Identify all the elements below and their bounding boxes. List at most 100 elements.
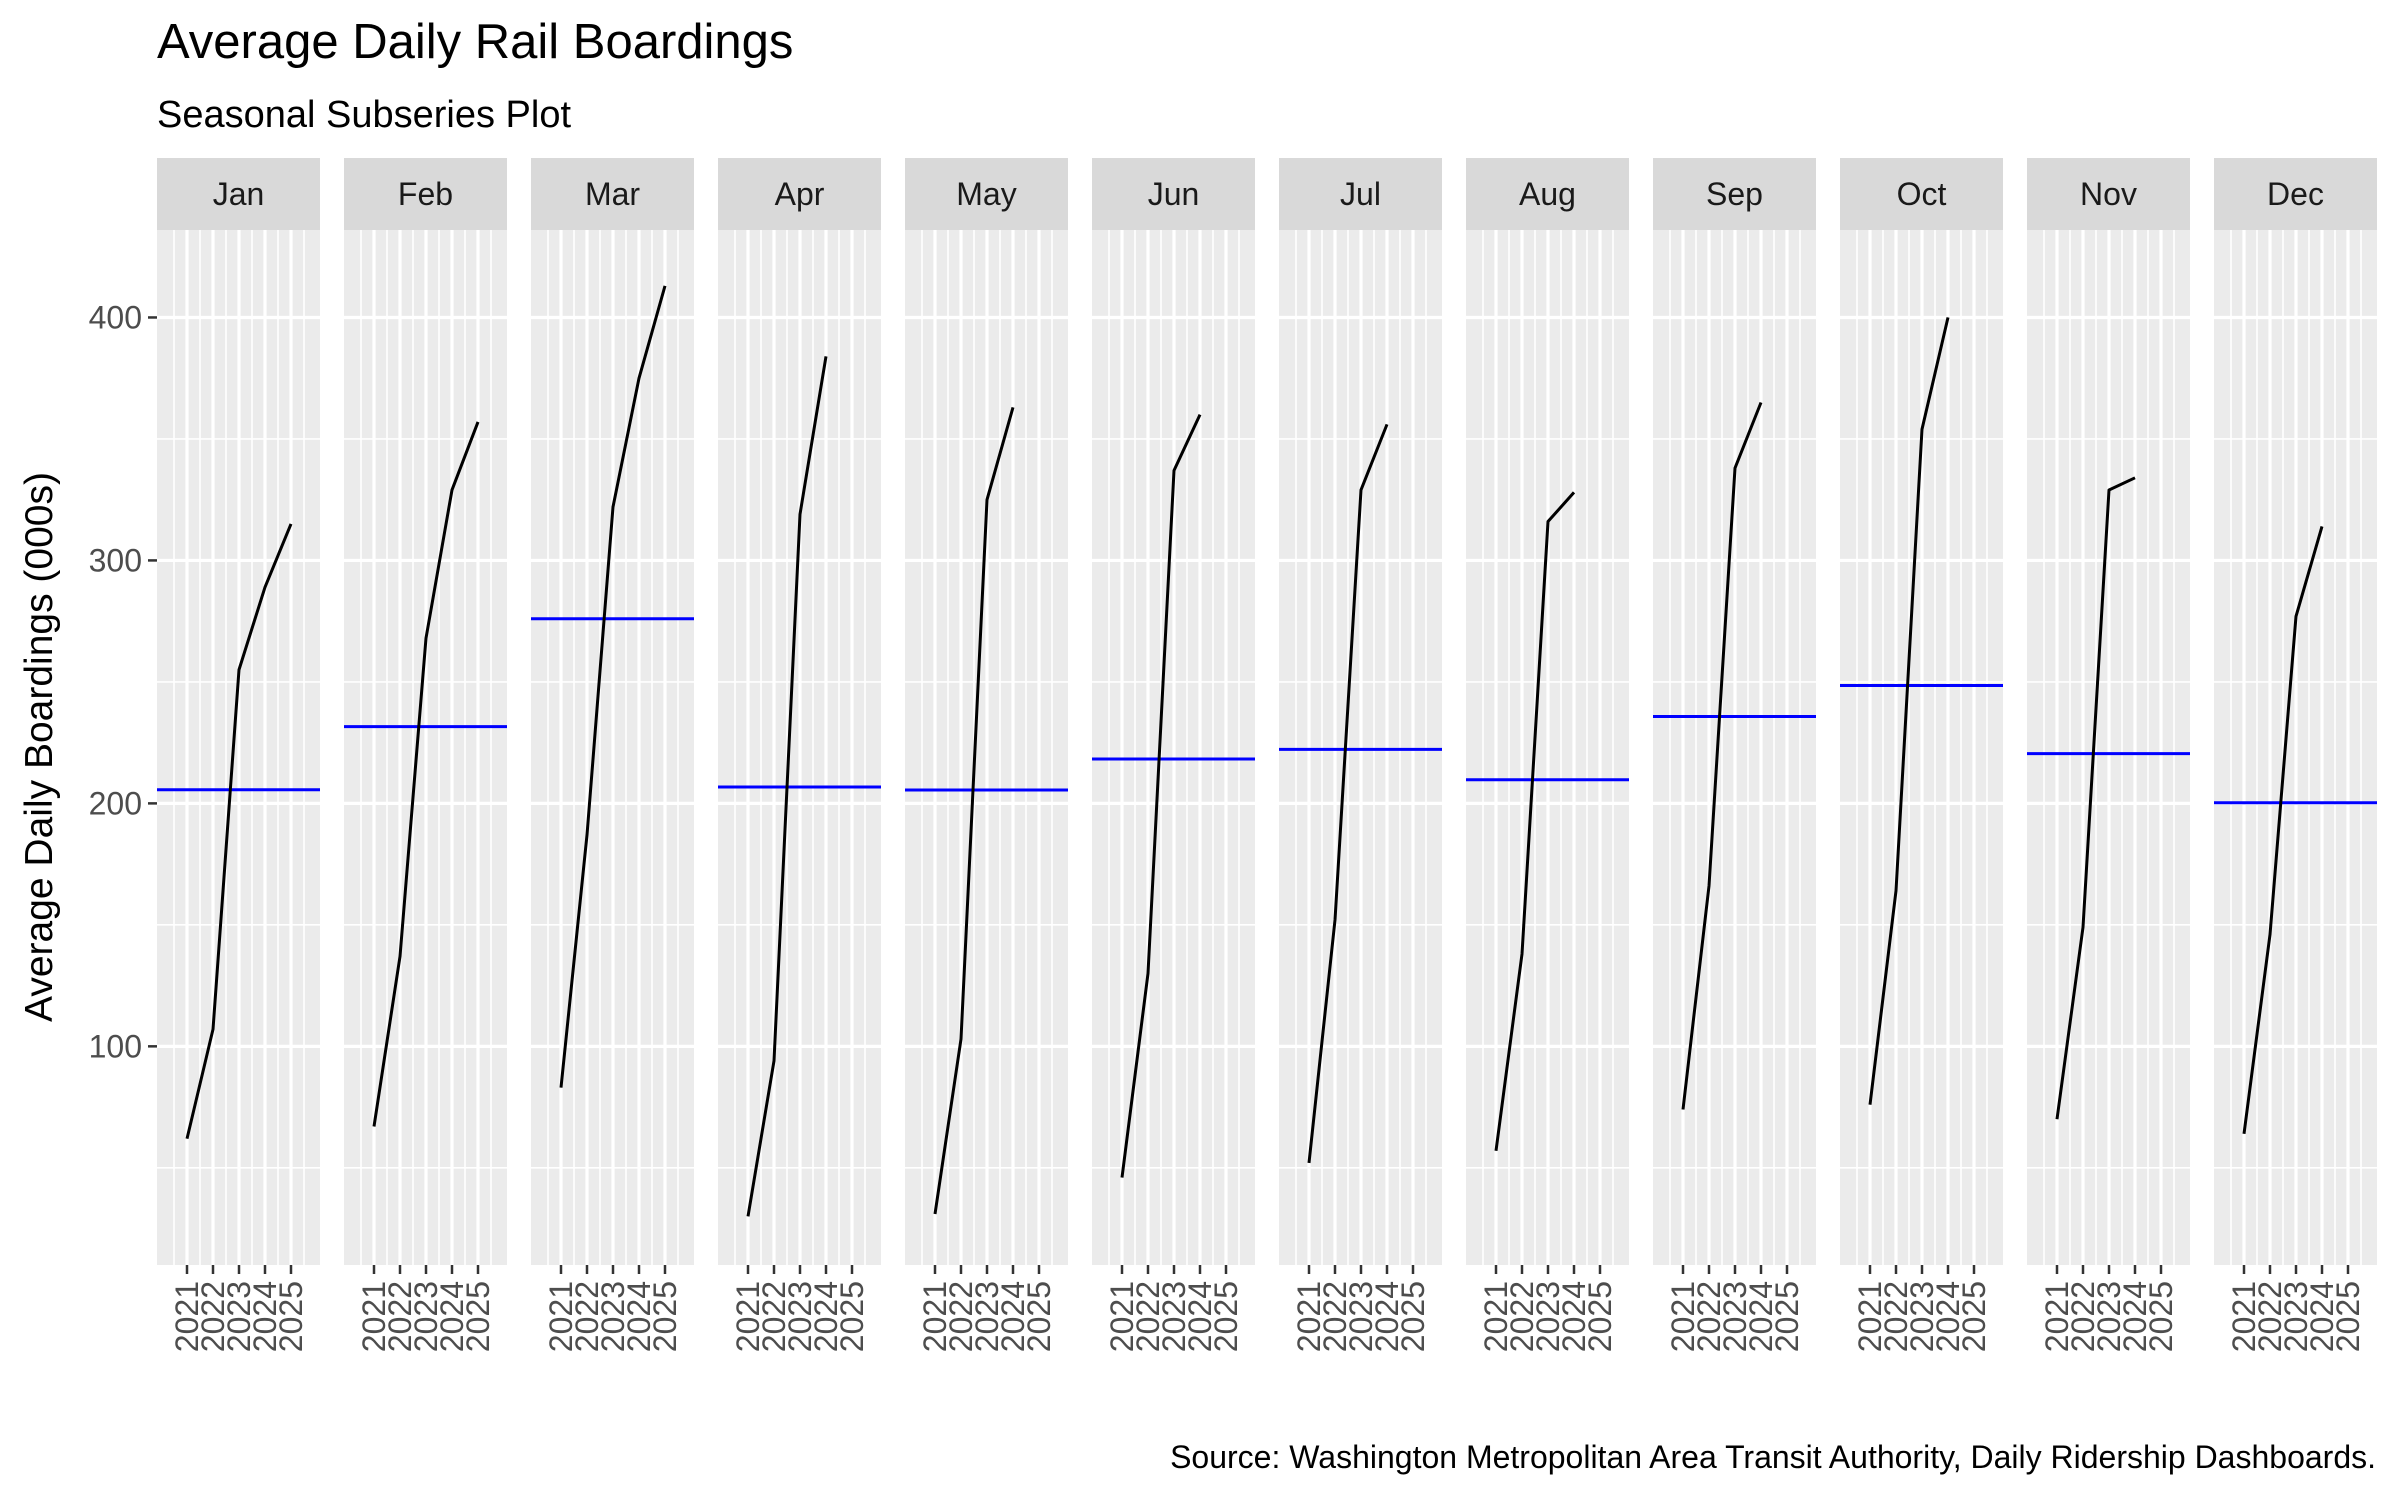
x-tick-label: 2023 [1530, 1281, 1566, 1352]
x-tick-label: 2025 [1769, 1281, 1805, 1352]
x-tick-label: 2024 [808, 1281, 844, 1352]
series-line [559, 285, 667, 1088]
y-tick-label: 300 [89, 542, 142, 578]
y-tick-label: 200 [89, 785, 142, 821]
strip-background [1466, 158, 1629, 230]
x-tick-label: 2021 [543, 1281, 579, 1352]
x-tick-label: 2023 [1904, 1281, 1940, 1352]
strip-background [1279, 158, 1442, 230]
series-line [1307, 423, 1389, 1164]
x-tick-label: 2021 [917, 1281, 953, 1352]
series-line [1494, 491, 1576, 1152]
x-tick-label: 2025 [2330, 1281, 2366, 1352]
strip-background [2214, 158, 2377, 230]
panels-layer: Jan20212022202320242025Feb20212022202320… [157, 158, 2377, 1352]
x-tick-label: 2024 [434, 1281, 470, 1352]
x-tick-label: 2025 [1208, 1281, 1244, 1352]
strip-background [1653, 158, 1816, 230]
x-tick-label: 2021 [1665, 1281, 1701, 1352]
x-tick-label: 2025 [1582, 1281, 1618, 1352]
strip-background [1092, 158, 1255, 230]
x-tick-label: 2022 [1317, 1281, 1353, 1352]
strip-background [531, 158, 694, 230]
x-tick-label: 2021 [730, 1281, 766, 1352]
strip-label: Dec [2267, 176, 2324, 212]
strip-label: Mar [585, 176, 640, 212]
y-tick-label: 100 [89, 1028, 142, 1064]
x-tick-label: 2021 [2039, 1281, 2075, 1352]
x-tick-label: 2023 [1343, 1281, 1379, 1352]
x-tick-label: 2024 [1930, 1281, 1966, 1352]
strip-label: Sep [1706, 176, 1763, 212]
strip-background [905, 158, 1068, 230]
x-tick-label: 2023 [595, 1281, 631, 1352]
series-line [372, 421, 480, 1127]
series-line [746, 356, 828, 1217]
x-tick-label: 2023 [1156, 1281, 1192, 1352]
strip-label: Nov [2080, 176, 2137, 212]
x-tick-label: 2022 [756, 1281, 792, 1352]
x-tick-label: 2025 [834, 1281, 870, 1352]
x-tick-label: 2024 [1182, 1281, 1218, 1352]
series-line [1681, 401, 1763, 1110]
x-tick-label: 2022 [1878, 1281, 1914, 1352]
x-tick-label: 2024 [1556, 1281, 1592, 1352]
x-tick-label: 2022 [1504, 1281, 1540, 1352]
x-tick-label: 2023 [2278, 1281, 2314, 1352]
strip-label: May [956, 176, 1016, 212]
x-tick-label: 2025 [1956, 1281, 1992, 1352]
x-tick-label: 2023 [2091, 1281, 2127, 1352]
y-axis-title: Average Daily Boardings (000s) [18, 472, 61, 1022]
strip-label: Jan [213, 176, 265, 212]
x-tick-label: 2025 [647, 1281, 683, 1352]
chart-caption: Source: Washington Metropolitan Area Tra… [1170, 1439, 2376, 1475]
strip-label: Oct [1897, 176, 1947, 212]
x-tick-label: 2023 [408, 1281, 444, 1352]
chart-title: Average Daily Rail Boardings [157, 15, 793, 69]
x-tick-label: 2022 [1691, 1281, 1727, 1352]
series-line [1868, 317, 1950, 1105]
x-tick-label: 2021 [1104, 1281, 1140, 1352]
x-tick-label: 2023 [1717, 1281, 1753, 1352]
x-tick-label: 2024 [995, 1281, 1031, 1352]
x-tick-label: 2022 [569, 1281, 605, 1352]
x-tick-label: 2022 [195, 1281, 231, 1352]
series-line [933, 406, 1015, 1215]
x-tick-label: 2022 [1130, 1281, 1166, 1352]
strip-label: Apr [775, 176, 825, 212]
series-line [2242, 525, 2324, 1134]
strip-background [2027, 158, 2190, 230]
x-tick-label: 2024 [621, 1281, 657, 1352]
x-tick-label: 2025 [1395, 1281, 1431, 1352]
x-tick-label: 2022 [2065, 1281, 2101, 1352]
x-tick-label: 2024 [247, 1281, 283, 1352]
x-tick-label: 2025 [273, 1281, 309, 1352]
strip-background [1840, 158, 2003, 230]
strip-label: Feb [398, 176, 453, 212]
x-tick-label: 2021 [169, 1281, 205, 1352]
x-tick-label: 2021 [1478, 1281, 1514, 1352]
x-tick-label: 2022 [2252, 1281, 2288, 1352]
x-tick-label: 2021 [1291, 1281, 1327, 1352]
x-tick-label: 2023 [969, 1281, 1005, 1352]
series-line [2055, 476, 2136, 1120]
x-tick-label: 2023 [782, 1281, 818, 1352]
x-tick-label: 2025 [1021, 1281, 1057, 1352]
x-tick-label: 2025 [460, 1281, 496, 1352]
series-line [185, 523, 293, 1140]
x-tick-label: 2021 [356, 1281, 392, 1352]
x-tick-label: 2024 [2304, 1281, 2340, 1352]
x-tick-label: 2023 [221, 1281, 257, 1352]
strip-background [344, 158, 507, 230]
x-tick-label: 2024 [2117, 1281, 2153, 1352]
x-tick-label: 2022 [943, 1281, 979, 1352]
